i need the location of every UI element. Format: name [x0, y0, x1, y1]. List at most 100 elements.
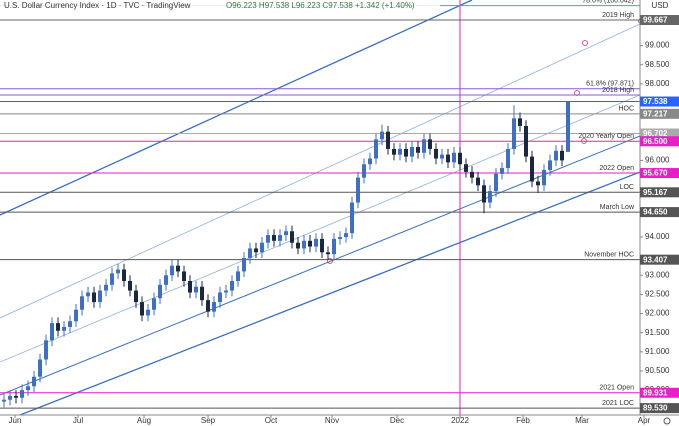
candle-body	[194, 286, 199, 293]
candle-body	[386, 131, 391, 149]
level-note: 2018 High	[602, 87, 634, 94]
price-tag	[640, 168, 679, 179]
candle-body	[314, 238, 319, 247]
x-tick-label: Feb	[516, 416, 530, 425]
x-tick-label: Apr	[638, 416, 651, 425]
candle-body	[8, 395, 13, 400]
price-tag	[640, 15, 679, 26]
candle-body	[320, 238, 325, 253]
candle-body	[212, 302, 217, 312]
level-note: HOC	[618, 106, 634, 113]
candle-body	[344, 233, 349, 237]
price-tag-label: 95.167	[643, 188, 668, 197]
candle-body	[326, 252, 331, 255]
x-tick-label: Mar	[575, 416, 589, 425]
marker	[582, 40, 588, 46]
price-tag-label: 93.407	[643, 255, 668, 264]
candle-body	[170, 265, 175, 276]
x-tick-label: 2022	[451, 416, 469, 425]
level-note: 78.6% (100.042)	[582, 0, 634, 5]
level-note: 2021 Open	[599, 385, 634, 392]
candle-body	[554, 150, 559, 161]
y-tick-label: 93.000	[645, 270, 670, 279]
candle-body	[506, 148, 511, 169]
y-tick-label: 96.000	[645, 156, 670, 165]
settings-icon[interactable]	[663, 417, 671, 425]
level-note: 2021 LOC	[602, 400, 634, 407]
level-note: March Low	[600, 204, 635, 211]
candle-body	[530, 156, 535, 182]
y-tick-label: 92.500	[645, 290, 670, 299]
candle-body	[224, 290, 229, 293]
channel-mid	[0, 94, 641, 363]
price-tag-label: 96.702	[643, 129, 668, 138]
candle-body	[482, 185, 487, 203]
y-tick-label: 92.000	[645, 309, 670, 318]
candle-body	[422, 139, 427, 153]
price-tag-label: 95.670	[643, 169, 668, 178]
candle-body	[146, 309, 151, 316]
candle-body	[308, 240, 313, 247]
candle-body	[134, 290, 139, 303]
candle-body	[254, 248, 259, 253]
candle-body	[218, 292, 223, 303]
ohlc: O96.223 H97.538 L96.223 C97.538 +1.342 (…	[226, 1, 415, 10]
x-tick-label: Oct	[265, 416, 278, 425]
candle-body	[410, 147, 415, 157]
candle-body	[302, 240, 307, 249]
gear[interactable]	[663, 417, 671, 425]
y-tick-label: 90.500	[645, 366, 670, 375]
candle-body	[86, 292, 91, 297]
candle-body	[62, 326, 67, 331]
candle-body	[158, 284, 163, 299]
candle-body	[500, 168, 505, 174]
y-tick-label: 99.000	[645, 41, 670, 50]
candle-body	[266, 235, 271, 243]
x-tick-label: Aug	[137, 416, 151, 425]
price-tag	[640, 96, 679, 107]
candle-body	[248, 248, 253, 259]
candle-body	[458, 152, 463, 165]
candle-body	[200, 286, 205, 301]
candle-body	[374, 139, 379, 159]
x-tick-label: Sep	[201, 416, 216, 425]
candle-body	[278, 235, 283, 241]
candle-body	[128, 281, 133, 291]
level-note: LOC	[620, 184, 634, 191]
candle-body	[488, 191, 493, 203]
candle-body	[446, 154, 451, 163]
candle-body	[380, 131, 385, 140]
candle-body	[182, 271, 187, 282]
candle-body	[350, 202, 355, 234]
price-tag	[640, 403, 679, 414]
candle-body	[434, 148, 439, 159]
candle-body	[368, 158, 373, 165]
candle-body	[242, 258, 247, 272]
level-note: 2019 High	[602, 12, 634, 19]
candle-body	[518, 118, 523, 126]
marker	[327, 258, 333, 264]
price-tag-label: 97.217	[643, 109, 668, 118]
header-bg	[0, 0, 440, 11]
candle-body	[332, 238, 337, 255]
price-tag	[640, 108, 679, 119]
candle-body	[404, 148, 409, 157]
candle-body	[110, 273, 115, 285]
price-tag-label: 99.667	[643, 16, 668, 25]
candle-body	[452, 152, 457, 163]
level-note: 61.8% (97.871)	[586, 81, 634, 88]
candle-body	[104, 284, 109, 291]
y-tick-label: 94.000	[645, 232, 670, 241]
candle-body	[272, 235, 277, 241]
candle-body	[356, 177, 361, 203]
y-tick-label: 91.500	[645, 328, 670, 337]
y-tick-label: 91.000	[645, 347, 670, 356]
candle-body	[116, 269, 121, 274]
candle-body	[542, 169, 547, 186]
candle-body	[284, 231, 289, 236]
price-tag-label: 94.650	[643, 208, 668, 217]
candle-body	[398, 148, 403, 155]
x-tick-label: Nov	[325, 416, 339, 425]
candle-body	[164, 275, 169, 285]
